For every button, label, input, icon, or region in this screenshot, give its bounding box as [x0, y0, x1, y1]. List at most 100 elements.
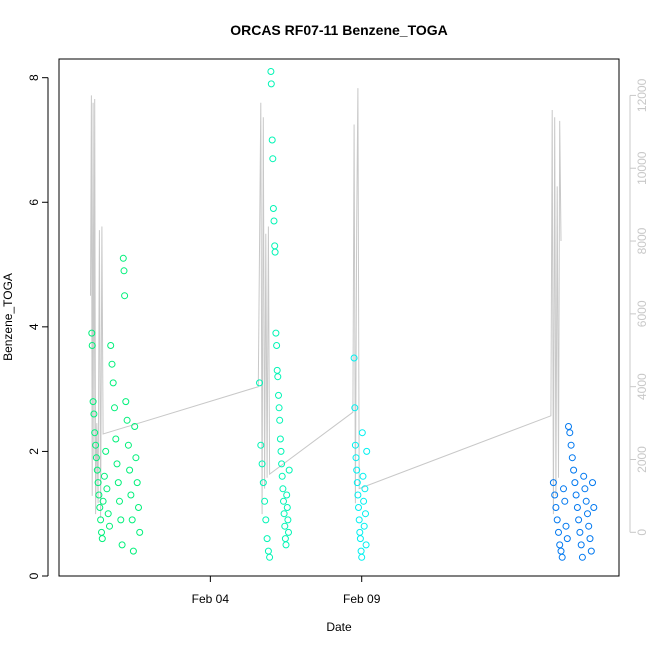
data-point-3: [351, 441, 359, 449]
data-point-1: [108, 360, 116, 368]
data-point-2: [276, 435, 284, 443]
data-point-3: [352, 454, 360, 462]
data-point-4: [578, 553, 586, 561]
data-point-2: [267, 68, 275, 75]
data-point-3: [350, 354, 358, 362]
data-point-2: [275, 391, 282, 399]
data-point-2: [281, 522, 289, 530]
data-point-1: [93, 466, 101, 474]
data-point-2: [280, 510, 288, 518]
data-point-4: [572, 491, 580, 499]
x-tick-label: Feb 09: [343, 592, 381, 606]
data-point-4: [587, 547, 595, 555]
data-point-2: [269, 155, 277, 163]
data-point-1: [116, 497, 123, 505]
data-point-2: [273, 342, 281, 349]
data-point-1: [90, 410, 98, 418]
data-point-2: [280, 497, 287, 505]
data-point-1: [118, 541, 126, 549]
data-point-4: [551, 491, 559, 499]
data-point-3: [358, 429, 366, 437]
data-point-1: [112, 435, 120, 443]
y2-tick-label: 2000: [635, 446, 649, 473]
data-point-4: [560, 485, 567, 493]
data-point-4: [575, 516, 583, 524]
data-point-3: [363, 447, 371, 455]
data-point-2: [268, 136, 276, 144]
data-point-1: [132, 454, 140, 462]
data-point-4: [558, 553, 566, 561]
data-point-3: [351, 404, 359, 412]
x-axis-label: Date: [326, 620, 352, 634]
data-point-2: [256, 379, 263, 387]
data-point-1: [94, 479, 102, 487]
data-point-2: [263, 535, 271, 543]
data-point-1: [104, 510, 112, 518]
data-point-1: [127, 491, 135, 499]
overlay-line: [90, 88, 562, 518]
y-tick-label: 0: [27, 572, 41, 579]
data-point-1: [88, 342, 96, 349]
data-point-1: [92, 454, 100, 462]
data-point-1: [131, 423, 139, 430]
data-point-1: [120, 267, 128, 275]
data-point-2: [262, 516, 270, 524]
data-point-4: [586, 535, 594, 543]
data-point-2: [261, 497, 269, 505]
data-point-4: [553, 516, 561, 524]
data-point-1: [126, 466, 134, 474]
data-point-2: [274, 373, 282, 381]
data-point-2: [257, 441, 265, 449]
data-point-3: [356, 535, 364, 543]
data-point-1: [113, 460, 121, 468]
data-point-1: [117, 516, 125, 524]
axes-layer: 0 2 4 6 8 0 2000 4000 6000 8000 10000 12000 Feb 04 Fe…: [27, 74, 649, 606]
data-points-layer: [88, 68, 598, 561]
data-point-4: [567, 441, 575, 449]
data-point-4: [590, 504, 598, 511]
x-tick-label: Feb 04: [192, 592, 230, 606]
data-point-3: [362, 510, 369, 518]
data-point-2: [266, 553, 274, 561]
data-point-1: [98, 535, 106, 543]
data-point-4: [573, 504, 581, 511]
data-point-1: [100, 472, 108, 480]
data-point-1: [103, 485, 111, 493]
y2-tick-label: 10000: [635, 151, 649, 185]
data-point-4: [589, 479, 596, 487]
data-point-1: [106, 522, 113, 530]
y2-tick-label: 4000: [635, 373, 649, 400]
data-point-1: [91, 429, 99, 437]
data-point-1: [122, 398, 130, 406]
y-tick-label: 6: [27, 199, 41, 206]
overlay-line-layer: [90, 88, 562, 518]
data-point-1: [129, 547, 137, 555]
data-point-3: [353, 479, 361, 487]
data-point-1: [123, 416, 131, 424]
data-point-2: [259, 479, 267, 487]
data-point-1: [135, 504, 142, 511]
data-point-2: [270, 217, 278, 225]
data-point-4: [561, 497, 569, 505]
data-point-1: [96, 504, 104, 511]
data-point-3: [360, 522, 368, 530]
y2-tick-label: 0: [635, 529, 649, 536]
data-point-4: [563, 535, 571, 543]
data-point-4: [566, 429, 574, 437]
data-point-1: [88, 329, 96, 337]
data-point-2: [279, 485, 287, 493]
data-point-4: [577, 541, 585, 549]
y-tick-label: 4: [27, 323, 41, 330]
y-axis-label: Benzene_TOGA: [1, 273, 15, 361]
data-point-3: [354, 491, 362, 499]
data-point-2: [258, 460, 266, 468]
data-point-2: [267, 80, 275, 88]
data-point-4: [582, 497, 590, 505]
data-point-1: [119, 254, 127, 262]
data-point-3: [362, 541, 370, 549]
data-point-3: [353, 466, 361, 474]
data-point-1: [128, 516, 136, 524]
data-point-2: [271, 248, 279, 256]
data-point-1: [133, 479, 141, 487]
